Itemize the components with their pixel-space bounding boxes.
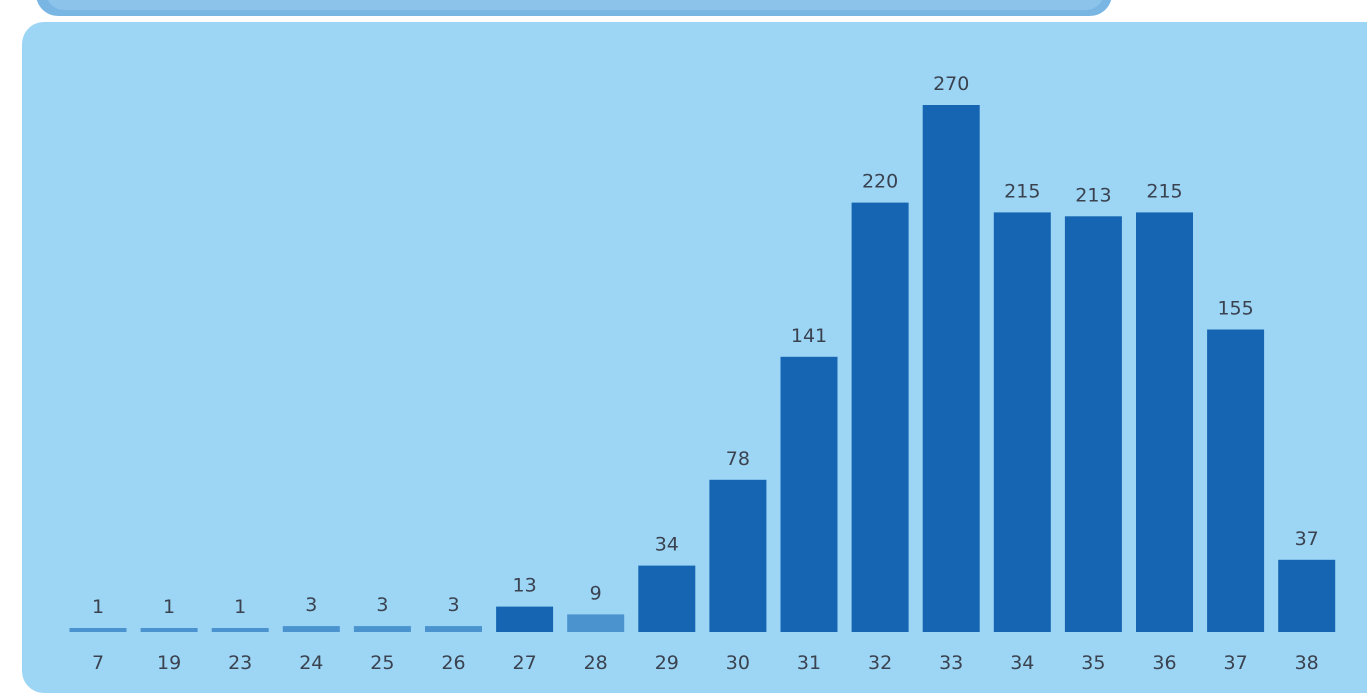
bar-7 (69, 628, 127, 632)
x-tick-label-26: 26 (441, 652, 465, 674)
bar-37 (1207, 329, 1265, 632)
x-tick-label-31: 31 (797, 652, 821, 674)
x-tick-label-34: 34 (1010, 652, 1034, 674)
data-label-31: 141 (791, 325, 827, 347)
data-label-25: 3 (376, 594, 388, 616)
x-tick-label-29: 29 (655, 652, 679, 674)
x-tick-label-35: 35 (1081, 652, 1105, 674)
data-label-26: 3 (447, 594, 459, 616)
bar-26 (425, 626, 482, 632)
x-tick-label-28: 28 (584, 652, 608, 674)
data-label-36: 215 (1146, 180, 1182, 202)
x-tick-label-7: 7 (92, 652, 104, 674)
bar-23 (211, 628, 269, 632)
bar-24 (282, 626, 340, 632)
bar-35 (1064, 216, 1122, 633)
top-panel-inner (46, 0, 1104, 10)
x-tick-label-25: 25 (370, 652, 394, 674)
data-label-29: 34 (655, 534, 679, 556)
x-tick-label-37: 37 (1224, 652, 1248, 674)
data-label-30: 78 (726, 448, 750, 470)
x-tick-label-27: 27 (513, 652, 537, 674)
x-tick-label-38: 38 (1295, 652, 1319, 674)
data-label-32: 220 (862, 171, 898, 193)
bar-36 (1136, 212, 1193, 632)
data-label-23: 1 (234, 596, 246, 618)
x-tick-label-23: 23 (228, 652, 252, 674)
data-label-27: 13 (513, 575, 537, 597)
x-tick-label-36: 36 (1152, 652, 1176, 674)
data-label-33: 270 (933, 73, 969, 95)
x-tick-label-19: 19 (157, 652, 181, 674)
data-label-34: 215 (1004, 180, 1040, 202)
bar-31 (780, 356, 838, 632)
x-tick-label-32: 32 (868, 652, 892, 674)
x-tick-label-33: 33 (939, 652, 963, 674)
bar-28 (567, 614, 625, 632)
bar-27 (496, 606, 554, 632)
bar-38 (1278, 559, 1336, 632)
bar-32 (851, 202, 909, 632)
data-label-28: 9 (590, 582, 602, 604)
bar-33 (922, 105, 980, 632)
bar-34 (993, 212, 1051, 632)
bar-25 (353, 626, 411, 632)
data-label-19: 1 (163, 596, 175, 618)
x-tick-label-24: 24 (299, 652, 323, 674)
data-label-24: 3 (305, 594, 317, 616)
data-label-38: 37 (1295, 528, 1319, 550)
bar-30 (709, 479, 767, 632)
data-label-35: 213 (1075, 184, 1111, 206)
data-label-37: 155 (1217, 298, 1253, 320)
bar-29 (638, 565, 696, 632)
data-label-7: 1 (92, 596, 104, 618)
x-tick-label-30: 30 (726, 652, 750, 674)
bar-19 (140, 628, 198, 632)
